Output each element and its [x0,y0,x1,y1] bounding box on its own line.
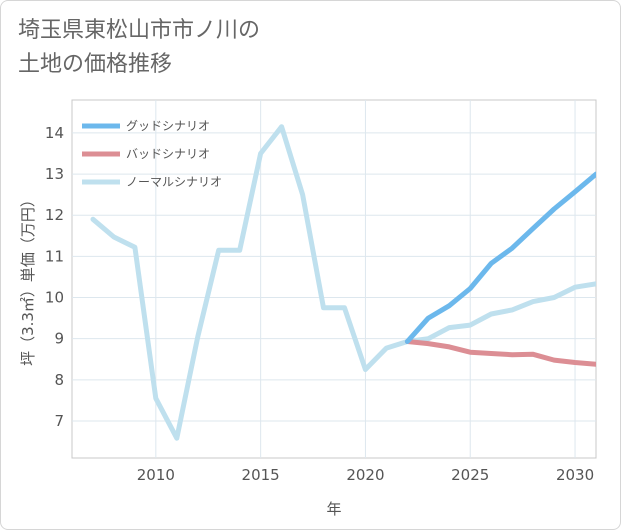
chart-title: 埼玉県東松山市市ノ川の 土地の価格推移 [18,14,260,82]
plot-area [71,99,597,459]
chart-title-line-1: 埼玉県東松山市市ノ川の [18,18,261,43]
y-tick-label: 10 [45,289,64,307]
legend-label-2: バッドシナリオ [126,147,210,161]
series-lines [90,124,596,441]
legend-label-3: ノーマルシナリオ [126,175,222,189]
y-tick-label: 11 [45,247,64,265]
y-tick-label: 14 [45,124,64,142]
x-tick-labels: 2010 2015 2020 2025 2030 [137,466,594,484]
y-tick-label: 12 [45,206,64,224]
y-tick-label: 13 [45,165,64,183]
y-axis-label: 坪（3.3㎡）単価（万円） [19,192,37,366]
y-tick-label: 8 [54,371,64,389]
chart-title-line-2: 土地の価格推移 [18,52,173,77]
series-line-3 [90,124,596,441]
y-tick-label: 9 [54,330,64,348]
series-line-2 [404,339,596,367]
x-tick-label: 2015 [242,466,280,484]
grid-lines [72,100,596,458]
series-line-1 [404,171,596,344]
x-tick-label: 2025 [451,466,489,484]
x-tick-label: 2010 [137,466,175,484]
x-axis-label: 年 [326,500,341,518]
x-tick-label: 2020 [346,466,384,484]
legend-label-1: グッドシナリオ [126,119,210,133]
y-tick-labels: 7 8 9 10 11 12 13 14 [45,124,64,430]
x-tick-label: 2030 [556,466,594,484]
y-tick-label: 7 [54,412,64,430]
